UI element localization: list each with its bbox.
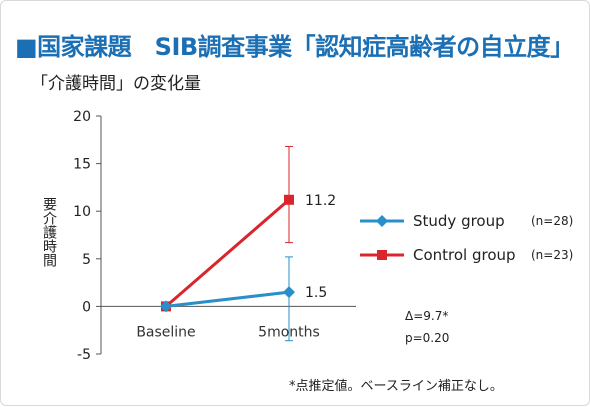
legend-item-control-group: Control group (n=23): [359, 244, 573, 266]
delta-stat: Δ=9.7*: [405, 309, 449, 323]
data-point: [160, 300, 172, 313]
legend-n-label: (n=28): [531, 214, 574, 228]
y-tick-label: 0: [82, 299, 91, 315]
series-line-0: [165, 290, 290, 308]
data-label: 1.5: [305, 285, 327, 301]
y-tick-label: -5: [77, 347, 91, 363]
y-tick-label: 20: [73, 109, 91, 125]
y-tick-label: 5: [82, 252, 91, 268]
p-value-stat: p=0.20: [405, 331, 450, 345]
y-axis-label: 要介護時間: [41, 197, 57, 267]
legend-control-marker-icon: [360, 250, 404, 260]
y-tick-label: 15: [73, 157, 91, 173]
legend-item-study-group: Study group (n=28): [359, 210, 573, 232]
legend-study-marker-icon: [360, 215, 404, 227]
legend-label: Control group: [413, 246, 516, 264]
series-line-1: [165, 198, 290, 308]
x-tick-label: Baseline: [136, 324, 195, 340]
footnote: *点推定値。ベースライン補正なし。: [289, 379, 503, 394]
data-label: 11.2: [305, 193, 336, 209]
y-tick-label: 10: [73, 204, 91, 220]
data-point: [284, 194, 294, 205]
page-title: ■国家課題 SIB調査事業「認知症高齢者の自立度」: [15, 33, 574, 61]
data-point: [283, 286, 295, 299]
chart-subtitle: 「介護時間」の変化量: [31, 74, 201, 94]
legend-label: Study group: [413, 212, 505, 230]
legend-n-label: (n=23): [531, 248, 574, 262]
